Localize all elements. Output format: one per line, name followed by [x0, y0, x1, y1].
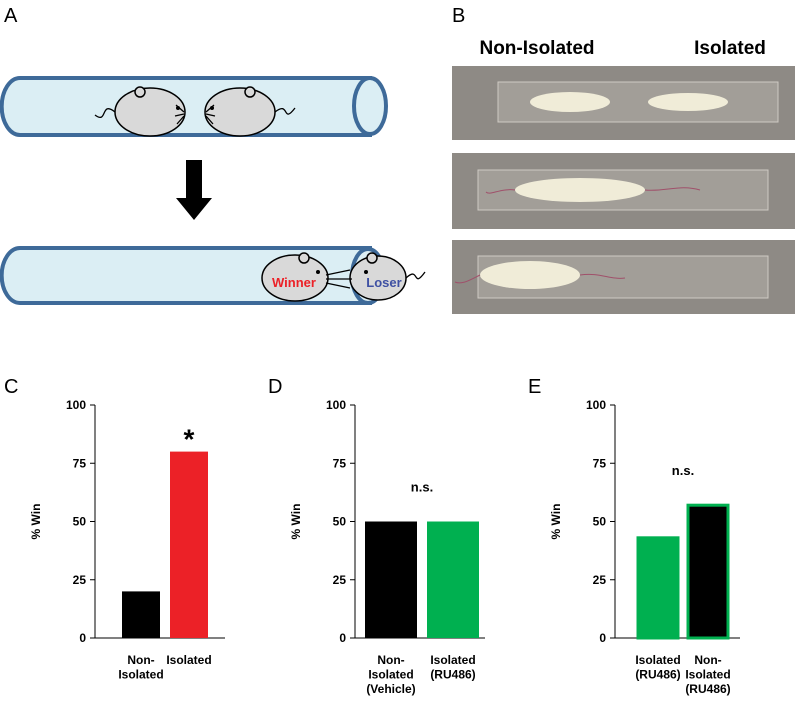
winner-label: Winner [272, 275, 316, 290]
photo-heading: Isolated [694, 38, 766, 59]
y-tick-label: 0 [339, 631, 346, 645]
bar [636, 536, 680, 640]
bar [427, 521, 479, 638]
y-tick-label: 0 [599, 631, 606, 645]
panel-label: D [268, 376, 282, 398]
y-axis-label: % Win [549, 504, 563, 540]
y-tick-label: 25 [593, 573, 607, 587]
x-tick-label: Isolated (RU486) [430, 653, 475, 681]
y-tick-label: 75 [333, 456, 347, 470]
y-tick-label: 100 [326, 398, 346, 412]
y-tick-label: 100 [66, 398, 86, 412]
y-tick-label: 25 [333, 573, 347, 587]
x-tick-label: Non-Isolated [118, 653, 163, 681]
tube-diagram: Winner Loser [0, 76, 426, 305]
x-tick-label: Isolated [166, 653, 211, 667]
y-tick-label: 50 [73, 515, 87, 529]
y-tick-label: 75 [593, 456, 607, 470]
x-tick-label: Isolated (RU486) [635, 653, 680, 681]
bar [122, 591, 160, 638]
y-tick-label: 0 [79, 631, 86, 645]
panel-label: B [452, 5, 465, 27]
x-tick-label: Non-Isolated (Vehicle) [366, 653, 415, 696]
panel-label: E [528, 376, 541, 398]
y-tick-label: 100 [586, 398, 606, 412]
y-tick-label: 75 [73, 456, 87, 470]
y-axis-label: % Win [289, 504, 303, 540]
significance-marker: n.s. [672, 463, 694, 478]
bar [365, 521, 417, 638]
significance-marker: n.s. [411, 480, 433, 495]
panel-label: C [4, 376, 18, 398]
panel-label: A [4, 5, 18, 27]
significance-marker: * [184, 424, 195, 455]
photo-panels [452, 66, 795, 314]
y-tick-label: 50 [593, 515, 607, 529]
y-tick-label: 25 [73, 573, 87, 587]
y-tick-label: 50 [333, 515, 347, 529]
loser-label: Loser [366, 275, 401, 290]
y-axis-label: % Win [29, 504, 43, 540]
bar [170, 451, 208, 638]
bar [686, 503, 730, 640]
photo-heading: Non-Isolated [479, 38, 594, 59]
x-tick-label: Non-Isolated (RU486) [685, 653, 730, 696]
